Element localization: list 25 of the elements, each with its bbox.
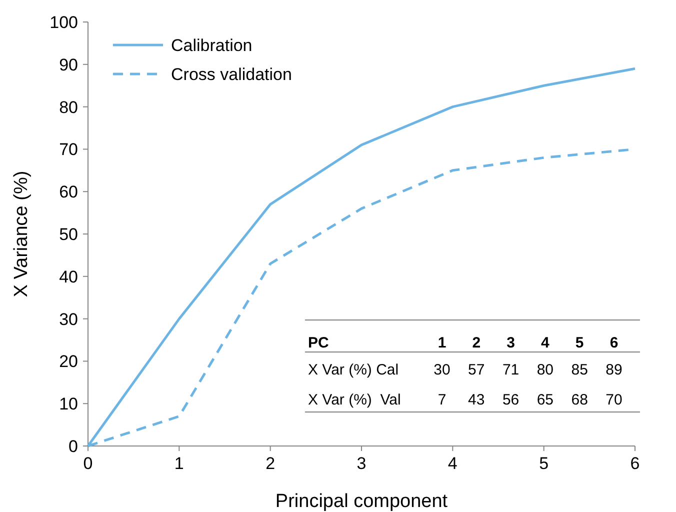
x-tick-label: 6 bbox=[630, 454, 640, 473]
y-tick-label: 50 bbox=[59, 224, 78, 244]
y-tick-label: 90 bbox=[59, 55, 78, 74]
y-tick-label: 20 bbox=[59, 352, 78, 372]
x-tick-label: 0 bbox=[83, 454, 93, 473]
legend-label: Calibration bbox=[171, 36, 252, 55]
text: X Var (%) Cal 30 57 71 80 85 89 bbox=[308, 361, 622, 378]
x-tick-label: 2 bbox=[266, 454, 276, 473]
y-tick-label: 30 bbox=[59, 310, 78, 329]
y-tick-label: 0 bbox=[68, 436, 78, 456]
text: X Var (%) Val 7 43 56 65 68 70 bbox=[308, 391, 622, 408]
legend-label: Cross validation bbox=[171, 64, 292, 84]
x-tick-label: 5 bbox=[539, 454, 549, 473]
y-tick-label: 80 bbox=[59, 98, 78, 117]
y-tick-label: 60 bbox=[59, 182, 78, 202]
y-tick-label: 10 bbox=[59, 394, 78, 414]
y-tick-label: 100 bbox=[50, 12, 78, 32]
x-tick-label: 3 bbox=[356, 454, 366, 473]
text: PC 1 2 3 4 5 6 bbox=[308, 334, 618, 352]
x-tick-label: 4 bbox=[448, 454, 458, 473]
y-axis-title: X Variance (%) bbox=[11, 170, 32, 298]
y-tick-label: 40 bbox=[59, 267, 78, 286]
x-axis-title: Principal component bbox=[275, 491, 448, 512]
y-tick-label: 70 bbox=[59, 140, 78, 160]
x-tick-label: 1 bbox=[174, 454, 184, 473]
